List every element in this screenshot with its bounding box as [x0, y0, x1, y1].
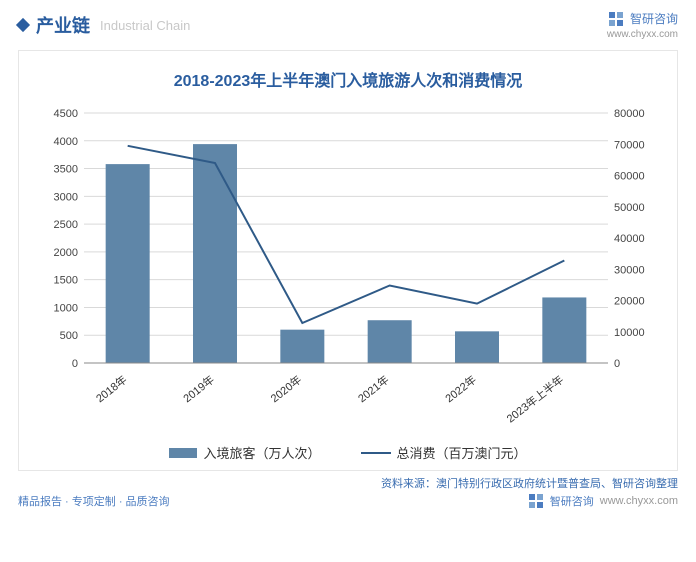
svg-text:0: 0 — [614, 358, 620, 370]
svg-text:4500: 4500 — [54, 108, 78, 120]
brand-logo-icon — [608, 11, 624, 27]
source-text: 资料来源：澳门特别行政区政府统计暨普查局、智研咨询整理 — [0, 475, 678, 491]
brand-url: www.chyxx.com — [607, 29, 678, 40]
legend-bar-label: 入境旅客（万人次） — [203, 443, 320, 462]
svg-text:60000: 60000 — [614, 171, 645, 183]
svg-text:50000: 50000 — [614, 202, 645, 214]
svg-text:40000: 40000 — [614, 233, 645, 245]
legend-line-label: 总消费（百万澳门元） — [397, 443, 527, 462]
svg-text:70000: 70000 — [614, 139, 645, 151]
svg-text:2022年: 2022年 — [442, 372, 479, 405]
legend-line-swatch — [361, 452, 391, 454]
legend-line-item: 总消费（百万澳门元） — [361, 443, 527, 462]
chart-container: 2018-2023年上半年澳门入境旅游人次和消费情况 0 500 1000 1500 2… — [18, 50, 678, 471]
chart-plot: 0 500 1000 1500 2000 2500 3000 3500 4000 4500 0 100… — [36, 105, 660, 435]
svg-text:2023年上半年: 2023年上半年 — [504, 372, 567, 425]
svg-text:2021年: 2021年 — [355, 372, 392, 405]
diamond-icon — [16, 18, 30, 32]
legend: 入境旅客（万人次） 总消费（百万澳门元） — [29, 443, 667, 462]
svg-text:2020年: 2020年 — [268, 372, 305, 405]
svg-text:20000: 20000 — [614, 296, 645, 308]
svg-text:0: 0 — [72, 358, 78, 370]
section-subtitle: Industrial Chain — [100, 18, 190, 33]
brand: 智研咨询 — [608, 10, 678, 27]
svg-text:80000: 80000 — [614, 108, 645, 120]
legend-bar-swatch — [169, 448, 197, 458]
svg-text:2500: 2500 — [54, 219, 78, 231]
footer-left: 精品报告 · 专项定制 · 品质咨询 — [18, 493, 170, 509]
chart-title: 2018-2023年上半年澳门入境旅游人次和消费情况 — [29, 67, 667, 91]
footer-url: www.chyxx.com — [600, 495, 678, 507]
svg-text:2019年: 2019年 — [180, 372, 217, 405]
svg-text:1500: 1500 — [54, 275, 78, 287]
svg-text:2000: 2000 — [54, 247, 78, 259]
svg-text:2018年: 2018年 — [93, 372, 130, 405]
footer: 精品报告 · 专项定制 · 品质咨询 智研咨询 www.chyxx.com — [0, 491, 696, 511]
svg-text:10000: 10000 — [614, 327, 645, 339]
header: 产业链 Industrial Chain 智研咨询 www.chyxx.com — [0, 0, 696, 44]
brand-logo-icon — [528, 493, 544, 509]
brand-name: 智研咨询 — [630, 10, 678, 27]
svg-text:500: 500 — [60, 330, 78, 342]
footer-brand: 智研咨询 — [550, 493, 594, 509]
svg-text:30000: 30000 — [614, 264, 645, 276]
svg-text:1000: 1000 — [54, 302, 78, 314]
svg-text:4000: 4000 — [54, 136, 78, 148]
svg-text:3000: 3000 — [54, 191, 78, 203]
section-title: 产业链 — [36, 12, 90, 38]
svg-text:3500: 3500 — [54, 164, 78, 176]
legend-bar-item: 入境旅客（万人次） — [169, 443, 320, 462]
